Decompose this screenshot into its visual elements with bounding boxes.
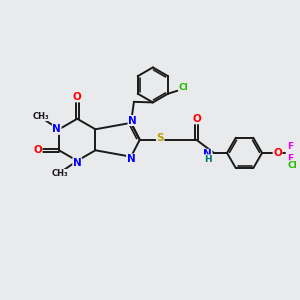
Text: O: O bbox=[273, 148, 282, 158]
Text: CH₃: CH₃ bbox=[32, 112, 49, 121]
Text: O: O bbox=[192, 114, 201, 124]
Text: Cl: Cl bbox=[179, 83, 189, 92]
Text: F: F bbox=[287, 142, 293, 151]
Text: O: O bbox=[33, 145, 42, 155]
Text: N: N bbox=[127, 154, 135, 164]
Text: CH₃: CH₃ bbox=[51, 169, 68, 178]
Text: O: O bbox=[73, 92, 82, 102]
Text: Cl: Cl bbox=[288, 161, 298, 170]
Text: N: N bbox=[52, 124, 61, 134]
Text: N: N bbox=[73, 158, 82, 168]
Text: S: S bbox=[156, 133, 164, 143]
Text: N: N bbox=[128, 116, 137, 125]
Text: N: N bbox=[203, 149, 212, 159]
Text: F: F bbox=[287, 154, 293, 163]
Text: H: H bbox=[204, 155, 211, 164]
